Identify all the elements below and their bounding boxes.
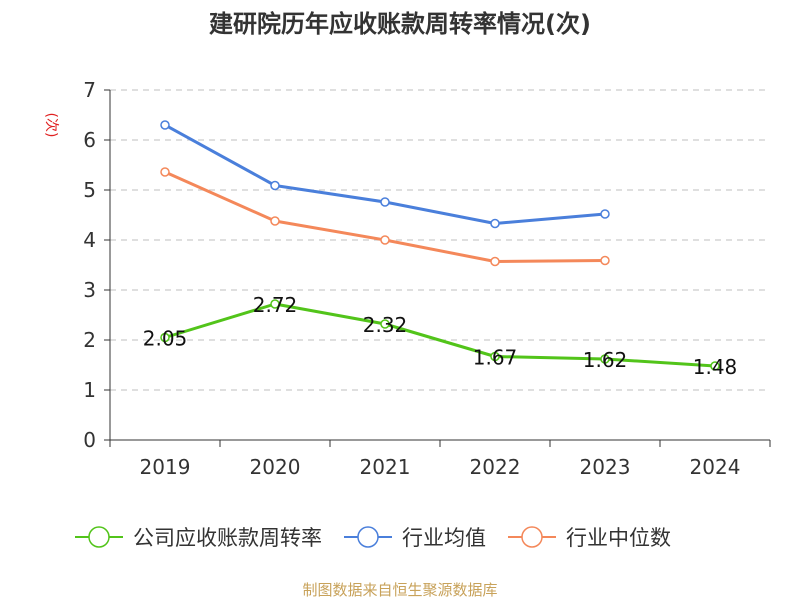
legend: 公司应收账款周转率 行业均值 行业中位数 bbox=[75, 526, 671, 550]
x-tick-label: 2020 bbox=[250, 455, 301, 479]
data-point bbox=[490, 256, 500, 267]
data-label: 1.48 bbox=[693, 355, 738, 379]
data-point bbox=[270, 299, 280, 309]
x-tick-label: 2019 bbox=[140, 455, 191, 479]
data-label: 2.32 bbox=[363, 313, 408, 337]
data-label: 1.62 bbox=[583, 348, 628, 372]
y-tick-label: 1 bbox=[83, 378, 96, 402]
data-point bbox=[490, 218, 500, 229]
x-tick-label: 2023 bbox=[580, 455, 631, 479]
data-point bbox=[380, 319, 390, 329]
data-label: 2.72 bbox=[253, 293, 298, 317]
axes: 0 1 2 3 4 5 6 7 2019 2020 2021 2022 2023 2024 bbox=[83, 78, 771, 479]
data-point bbox=[380, 235, 390, 245]
series-lines bbox=[160, 120, 720, 371]
y-tick-label: 2 bbox=[83, 328, 96, 352]
x-tick-label: 2024 bbox=[690, 455, 741, 479]
y-tick-label: 5 bbox=[83, 178, 96, 202]
x-tick-label: 2022 bbox=[470, 455, 521, 479]
y-tick-label: 3 bbox=[83, 278, 96, 302]
legend-swatch-marker bbox=[357, 526, 379, 548]
data-point bbox=[710, 361, 720, 371]
data-point bbox=[270, 180, 280, 191]
data-point bbox=[270, 216, 280, 226]
source-note: 制图数据来自恒生聚源数据库 bbox=[302, 581, 497, 599]
data-point bbox=[600, 255, 610, 266]
x-tick-label: 2021 bbox=[360, 455, 411, 479]
data-point bbox=[380, 197, 390, 207]
y-tick-label: 4 bbox=[83, 228, 96, 252]
data-point bbox=[490, 351, 500, 362]
legend-label: 公司应收账款周转率 bbox=[133, 526, 322, 550]
y-tick-label: 7 bbox=[83, 78, 96, 102]
data-label: 1.67 bbox=[473, 346, 518, 370]
data-point bbox=[160, 167, 170, 177]
y-axis-label: (次) bbox=[43, 113, 59, 138]
series-line-1 bbox=[164, 302, 716, 368]
data-point bbox=[600, 209, 610, 219]
grid-lines bbox=[110, 89, 770, 391]
data-point bbox=[160, 120, 170, 130]
data-point bbox=[600, 354, 610, 364]
legend-swatch-marker bbox=[88, 526, 110, 548]
data-label: 2.05 bbox=[143, 327, 188, 351]
chart-title: 建研院历年应收账款周转率情况(次) bbox=[209, 10, 591, 38]
legend-label: 行业中位数 bbox=[566, 526, 671, 550]
data-point bbox=[160, 332, 170, 343]
legend-swatch-marker bbox=[521, 526, 543, 548]
y-tick-label: 0 bbox=[83, 428, 96, 452]
series-line-3 bbox=[164, 170, 606, 263]
data-labels: 2.05 2.72 2.32 1.67 1.62 1.48 bbox=[143, 293, 738, 379]
legend-label: 行业均值 bbox=[402, 526, 486, 550]
y-tick-label: 6 bbox=[83, 128, 96, 152]
